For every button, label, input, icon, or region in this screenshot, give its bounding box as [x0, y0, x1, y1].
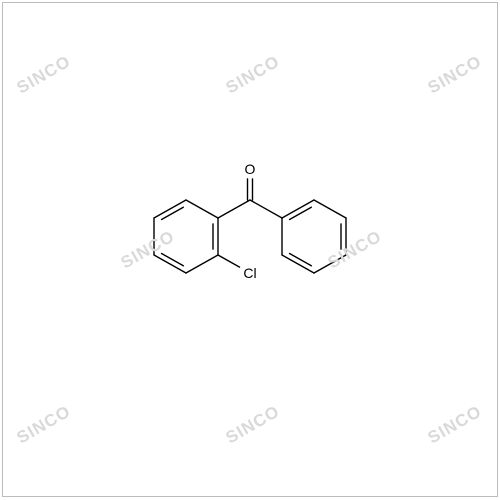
- atom-label-cl: Cl: [243, 265, 256, 281]
- molecule-diagram: O Cl: [0, 0, 500, 500]
- atom-label-o: O: [245, 161, 256, 177]
